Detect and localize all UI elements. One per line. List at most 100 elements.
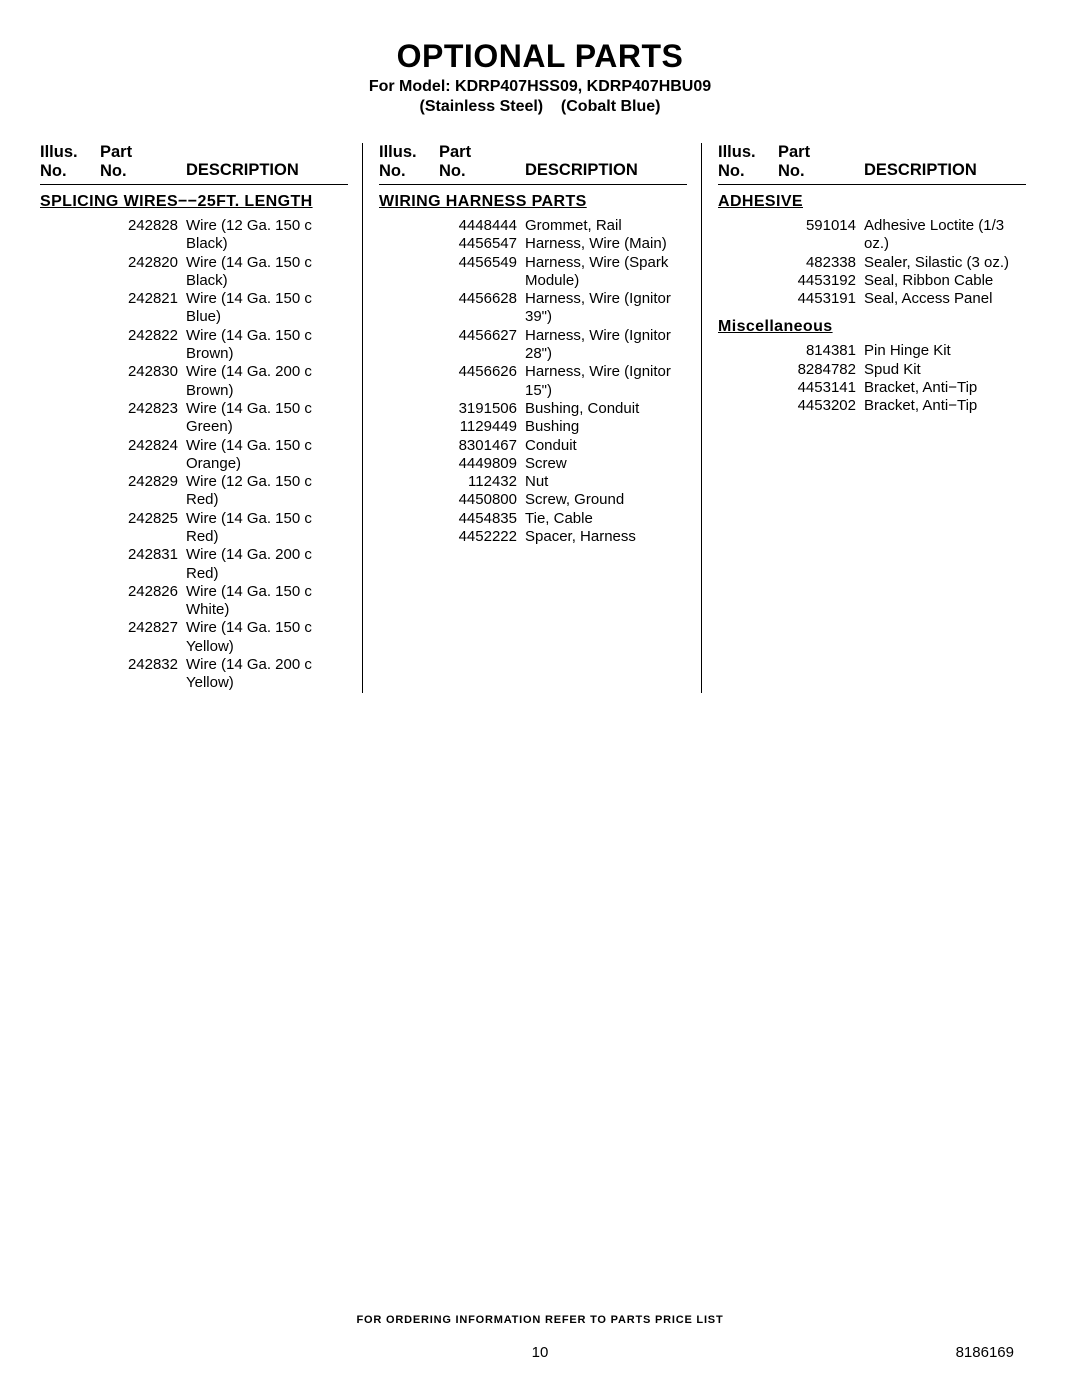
part-no: 242824 bbox=[100, 437, 186, 474]
description: Harness, Wire (Ignitor 39") bbox=[525, 290, 687, 327]
illus-no bbox=[40, 656, 100, 693]
illus-no bbox=[379, 528, 439, 546]
illus-no bbox=[40, 363, 100, 400]
header-illus: Illus.No. bbox=[40, 143, 100, 181]
header-part: PartNo. bbox=[439, 143, 525, 181]
description: Wire (14 Ga. 150 c Yellow) bbox=[186, 619, 348, 656]
table-row: 4453192Seal, Ribbon Cable bbox=[718, 272, 1026, 290]
part-no: 4456549 bbox=[439, 254, 525, 291]
description: Harness, Wire (Ignitor 28") bbox=[525, 327, 687, 364]
col3a-rows: 591014Adhesive Loctite (1/3 oz.)482338Se… bbox=[718, 217, 1026, 308]
table-row: 4450800Screw, Ground bbox=[379, 491, 687, 509]
page-number: 10 bbox=[532, 1344, 549, 1361]
table-row: 242828Wire (12 Ga. 150 c Black) bbox=[40, 217, 348, 254]
table-row: 4449809Screw bbox=[379, 455, 687, 473]
table-row: 4456627Harness, Wire (Ignitor 28") bbox=[379, 327, 687, 364]
description: Conduit bbox=[525, 437, 687, 455]
part-no: 4456628 bbox=[439, 290, 525, 327]
part-no: 4456547 bbox=[439, 235, 525, 253]
illus-no bbox=[379, 473, 439, 491]
illus-no bbox=[718, 290, 778, 308]
illus-no bbox=[718, 361, 778, 379]
table-row: 242830Wire (14 Ga. 200 c Brown) bbox=[40, 363, 348, 400]
illus-no bbox=[379, 400, 439, 418]
illus-no bbox=[379, 491, 439, 509]
part-no: 4454835 bbox=[439, 510, 525, 528]
part-no: 8284782 bbox=[778, 361, 864, 379]
description: Grommet, Rail bbox=[525, 217, 687, 235]
col1-rows: 242828Wire (12 Ga. 150 c Black)242820Wir… bbox=[40, 217, 348, 693]
column-header: Illus.No. PartNo. DESCRIPTION bbox=[40, 143, 348, 185]
table-row: 242824Wire (14 Ga. 150 c Orange) bbox=[40, 437, 348, 474]
table-row: 4453191Seal, Access Panel bbox=[718, 290, 1026, 308]
illus-no bbox=[379, 235, 439, 253]
table-row: 4456626Harness, Wire (Ignitor 15") bbox=[379, 363, 687, 400]
part-no: 4453192 bbox=[778, 272, 864, 290]
table-row: 1129449Bushing bbox=[379, 418, 687, 436]
column-2: Illus.No. PartNo. DESCRIPTION WIRING HAR… bbox=[362, 143, 701, 693]
part-no: 4456627 bbox=[439, 327, 525, 364]
illus-no bbox=[379, 363, 439, 400]
part-no: 242829 bbox=[100, 473, 186, 510]
table-row: 8301467Conduit bbox=[379, 437, 687, 455]
table-row: 242820Wire (14 Ga. 150 c Black) bbox=[40, 254, 348, 291]
description: Harness, Wire (Spark Module) bbox=[525, 254, 687, 291]
col3b-rows: 814381Pin Hinge Kit8284782Spud Kit445314… bbox=[718, 342, 1026, 415]
part-no: 814381 bbox=[778, 342, 864, 360]
header-illus: Illus.No. bbox=[379, 143, 439, 181]
part-no: 242820 bbox=[100, 254, 186, 291]
part-no: 242822 bbox=[100, 327, 186, 364]
table-row: 482338Sealer, Silastic (3 oz.) bbox=[718, 254, 1026, 272]
illus-no bbox=[40, 217, 100, 254]
part-no: 242826 bbox=[100, 583, 186, 620]
illus-no bbox=[40, 510, 100, 547]
description: Wire (12 Ga. 150 c Black) bbox=[186, 217, 348, 254]
part-no: 242831 bbox=[100, 546, 186, 583]
illus-no bbox=[379, 290, 439, 327]
illus-no bbox=[40, 583, 100, 620]
finish-right: (Cobalt Blue) bbox=[561, 98, 661, 115]
column-3: Illus.No. PartNo. DESCRIPTION ADHESIVE 5… bbox=[701, 143, 1040, 693]
description: Wire (14 Ga. 200 c Yellow) bbox=[186, 656, 348, 693]
description: Wire (14 Ga. 150 c Green) bbox=[186, 400, 348, 437]
section-splicing-wires: SPLICING WIRES−−25FT. LENGTH bbox=[40, 193, 348, 211]
part-no: 591014 bbox=[778, 217, 864, 254]
part-no: 242827 bbox=[100, 619, 186, 656]
table-row: 242823Wire (14 Ga. 150 c Green) bbox=[40, 400, 348, 437]
header-desc: DESCRIPTION bbox=[525, 143, 687, 181]
part-no: 8301467 bbox=[439, 437, 525, 455]
document-number: 8186169 bbox=[956, 1344, 1014, 1361]
part-no: 242825 bbox=[100, 510, 186, 547]
part-no: 242832 bbox=[100, 656, 186, 693]
illus-no bbox=[40, 619, 100, 656]
table-row: 4448444Grommet, Rail bbox=[379, 217, 687, 235]
description: Wire (14 Ga. 150 c Blue) bbox=[186, 290, 348, 327]
description: Wire (14 Ga. 150 c Orange) bbox=[186, 437, 348, 474]
column-header: Illus.No. PartNo. DESCRIPTION bbox=[379, 143, 687, 185]
illus-no bbox=[379, 418, 439, 436]
description: Screw, Ground bbox=[525, 491, 687, 509]
part-no: 242821 bbox=[100, 290, 186, 327]
description: Spacer, Harness bbox=[525, 528, 687, 546]
description: Bushing, Conduit bbox=[525, 400, 687, 418]
part-no: 1129449 bbox=[439, 418, 525, 436]
part-no: 4453141 bbox=[778, 379, 864, 397]
description: Wire (14 Ga. 150 c Black) bbox=[186, 254, 348, 291]
part-no: 4449809 bbox=[439, 455, 525, 473]
table-row: 242832Wire (14 Ga. 200 c Yellow) bbox=[40, 656, 348, 693]
header-desc: DESCRIPTION bbox=[186, 143, 348, 181]
illus-no bbox=[40, 473, 100, 510]
illus-no bbox=[379, 437, 439, 455]
illus-no bbox=[718, 397, 778, 415]
table-row: 4453141Bracket, Anti−Tip bbox=[718, 379, 1026, 397]
header-illus: Illus.No. bbox=[718, 143, 778, 181]
illus-no bbox=[40, 327, 100, 364]
footer: FOR ORDERING INFORMATION REFER TO PARTS … bbox=[0, 1314, 1080, 1361]
finish-left: (Stainless Steel) bbox=[420, 98, 544, 115]
description: Nut bbox=[525, 473, 687, 491]
header-desc: DESCRIPTION bbox=[864, 143, 1026, 181]
part-no: 3191506 bbox=[439, 400, 525, 418]
description: Wire (14 Ga. 150 c Red) bbox=[186, 510, 348, 547]
description: Bushing bbox=[525, 418, 687, 436]
description: Tie, Cable bbox=[525, 510, 687, 528]
